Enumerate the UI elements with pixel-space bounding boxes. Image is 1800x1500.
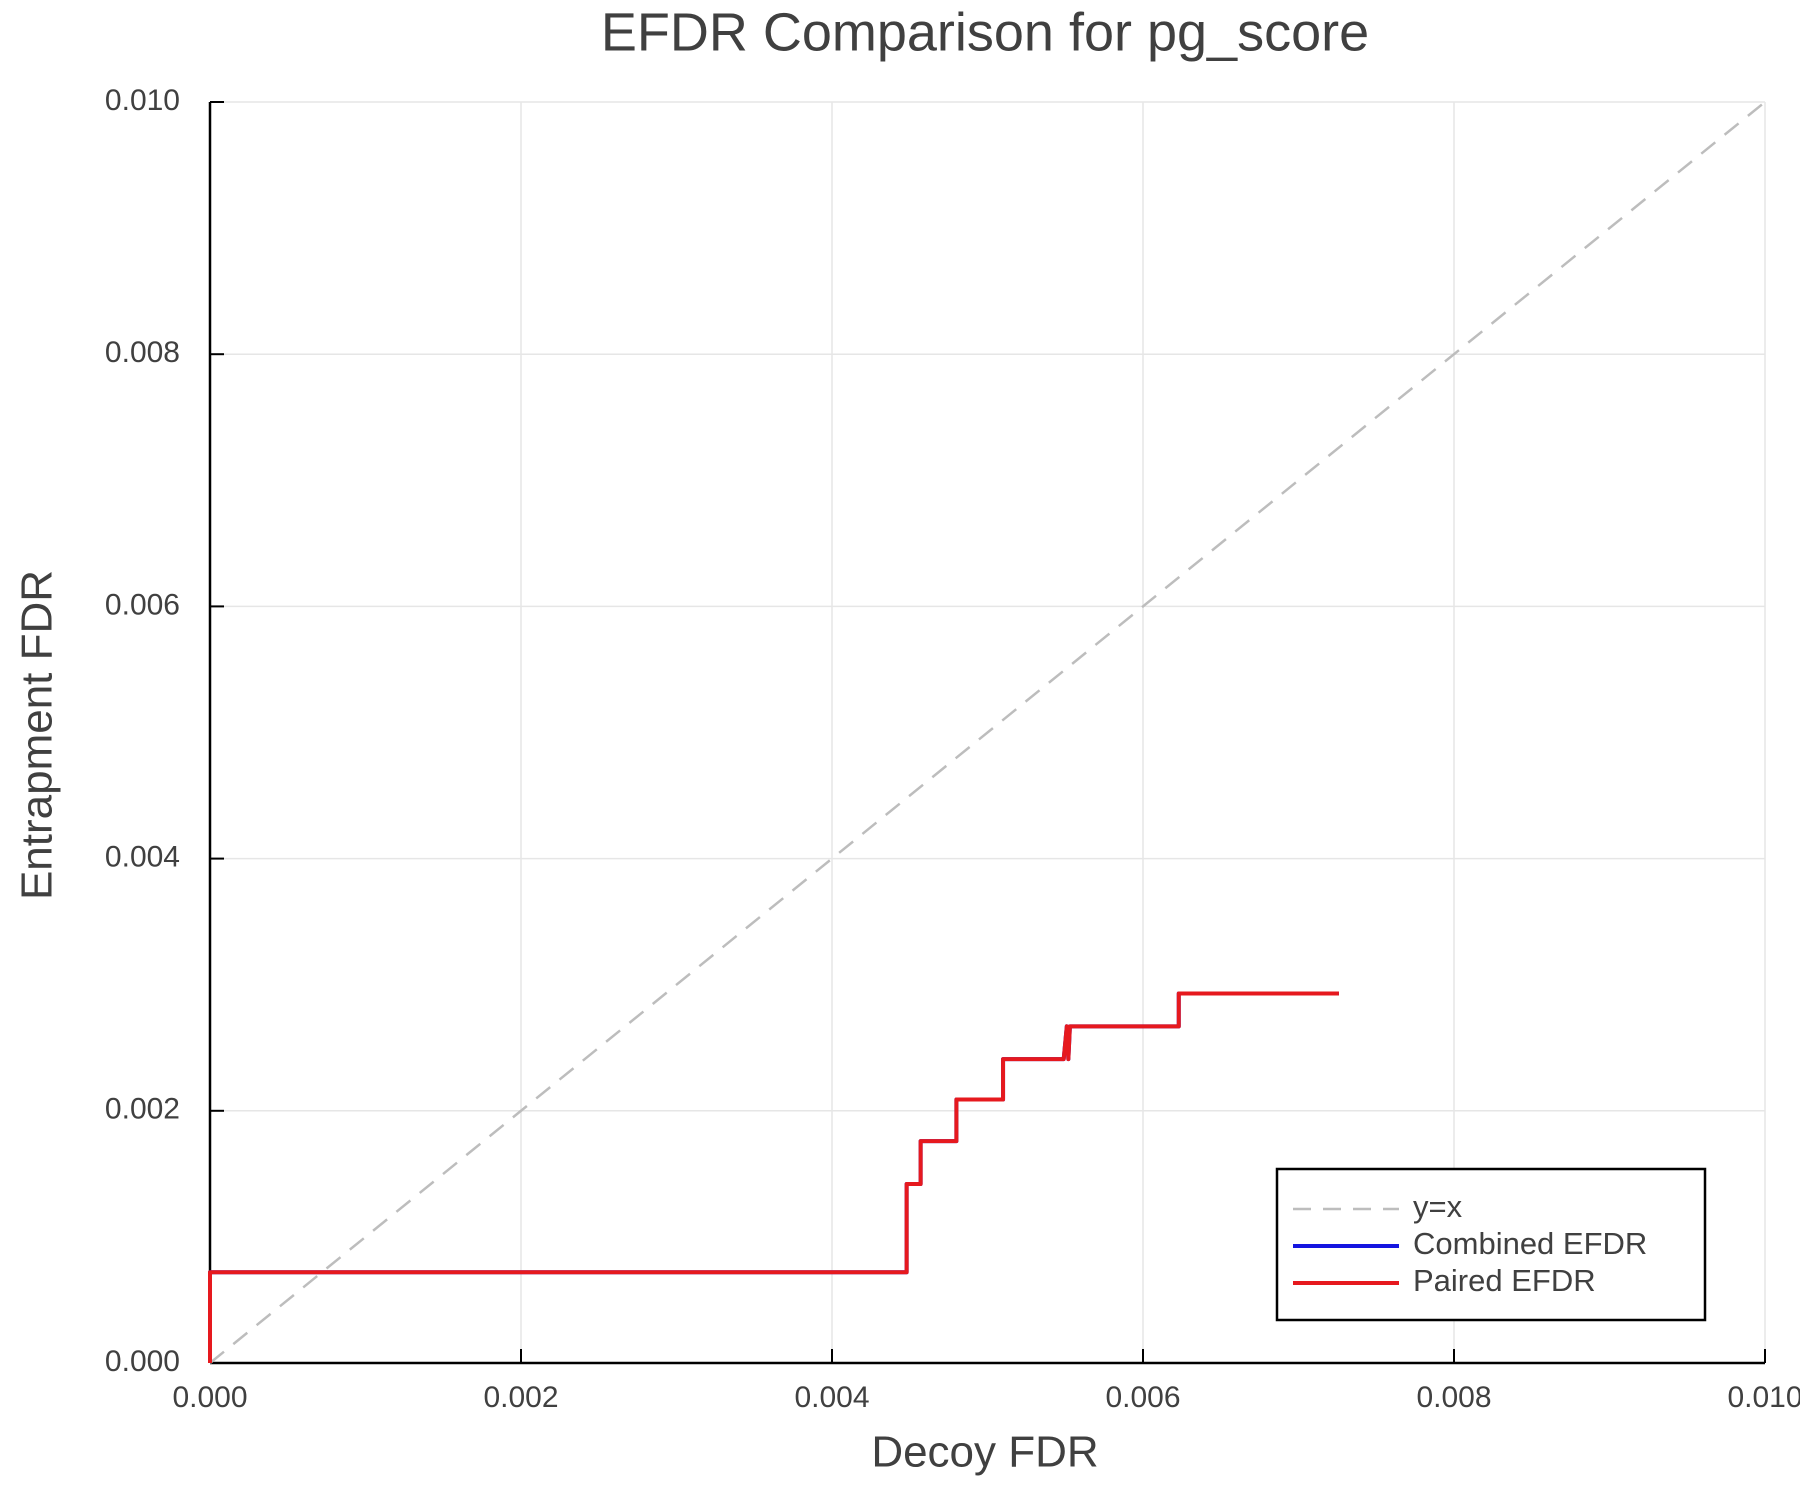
x-tick-label: 0.000	[172, 1381, 247, 1414]
x-tick-label: 0.004	[794, 1381, 869, 1414]
y-tick-label: 0.000	[105, 1345, 180, 1378]
y-tick-label: 0.010	[105, 84, 180, 117]
x-tick-label: 0.002	[483, 1381, 558, 1414]
x-tick-label: 0.006	[1105, 1381, 1180, 1414]
x-tick-label: 0.010	[1727, 1381, 1800, 1414]
y-tick-label: 0.008	[105, 336, 180, 369]
y-tick-label: 0.002	[105, 1093, 180, 1126]
series-line	[209, 101, 1766, 1364]
y-tick-label: 0.006	[105, 588, 180, 621]
legend-label: Paired EFDR	[1413, 1263, 1596, 1298]
series-line	[208, 991, 1339, 1363]
x-tick-label: 0.008	[1416, 1381, 1491, 1414]
x-axis-label: Decoy FDR	[871, 1428, 1098, 1477]
chart-title: EFDR Comparison for pg_score	[601, 2, 1369, 62]
legend-label: y=x	[1413, 1189, 1463, 1224]
legend-label: Combined EFDR	[1413, 1226, 1647, 1261]
series-line	[208, 991, 1339, 1363]
y-axis-label: Entrapment FDR	[13, 570, 62, 900]
y-tick-label: 0.004	[105, 841, 180, 874]
